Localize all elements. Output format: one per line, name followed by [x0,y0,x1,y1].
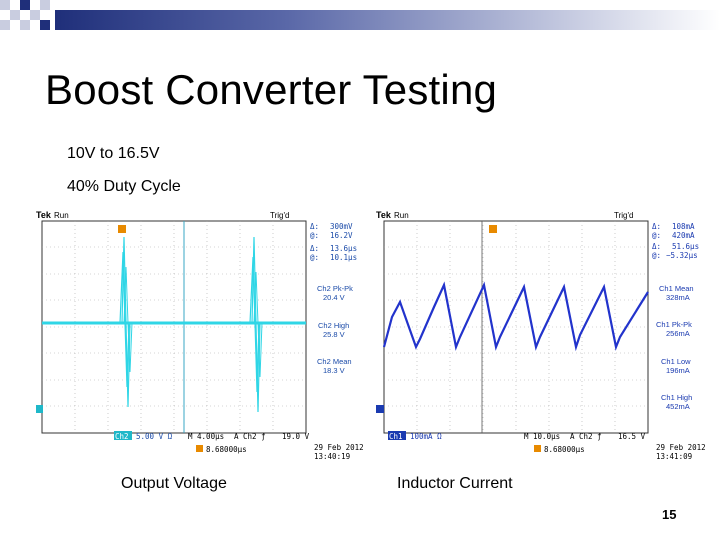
channel-scale: 5.00 V Ω [136,432,173,441]
capture-time: 13:41:09 [656,452,692,461]
scope-brand: Tek [36,210,52,220]
subtitle-voltage-range: 10V to 16.5V [67,145,160,162]
time-scale: M 4.00μs [188,432,224,441]
channel-label: Ch2 [115,432,129,441]
svg-text:Δ:: Δ: [310,244,319,253]
trigger-source: A Ch2 ƒ [234,432,266,441]
svg-text:@:: @: [652,231,661,240]
header-squares [0,0,720,30]
capture-date: 29 Feb 2012 [656,443,706,452]
slide-title: Boost Converter Testing [45,66,498,113]
header-decoration [0,0,720,48]
meas4-value: 452mA [666,402,690,411]
svg-text:Δ:: Δ: [652,242,661,251]
meas3-label: Ch1 Low [661,357,691,366]
scope-mode: Run [394,211,409,220]
trigger-pos-marker [118,225,126,233]
cursor-delta-t: 51.6μs [672,242,699,251]
page-number: 15 [662,507,677,522]
svg-text:Δ:: Δ: [652,222,661,231]
left-scope-display: Tek Run Trig'd Δ [36,210,364,461]
meas1-value: 328mA [666,293,690,302]
horizontal-position: 8.68000μs [544,445,585,454]
channel-ref-marker [376,405,384,413]
channel-scale: 100mA Ω [410,432,442,441]
trigger-source: A Ch2 ƒ [570,432,602,441]
meas3-value: 18.3 V [323,366,345,375]
cursor-delta-v: 108mA [672,222,695,231]
svg-text:@:: @: [652,251,661,260]
trigger-level: 16.5 V [618,432,646,441]
cursor-at-v: 16.2V [330,231,353,240]
meas1-label: Ch2 Pk-Pk [317,284,353,293]
time-scale: M 10.0μs [524,432,560,441]
horizontal-position: 8.68000μs [206,445,247,454]
svg-text:Δ:: Δ: [310,222,319,231]
channel-ref-marker [36,405,43,413]
channel-label: Ch1 [389,432,403,441]
cursor-delta-t: 13.6μs [330,244,357,253]
meas2-value: 256mA [666,329,690,338]
cursor-delta-v: 300mV [330,222,353,231]
cursor-at-t: −5.32μs [666,251,698,260]
meas2-value: 25.8 V [323,330,345,339]
svg-text:@:: @: [310,253,319,262]
meas2-label: Ch2 High [318,321,349,330]
svg-text:@:: @: [310,231,319,240]
right-scope-display: Tek Run Trig'd Δ: 108mA @: 420mA Δ: 51.6μs … [376,210,706,461]
cursor-at-v: 420mA [672,231,695,240]
caption-inductor-current: Inductor Current [397,475,513,492]
trigger-pos-marker [489,225,497,233]
meas1-value: 20.4 V [323,293,345,302]
subtitle-duty-cycle: 40% Duty Cycle [67,178,181,195]
meas3-value: 196mA [666,366,690,375]
meas3-label: Ch2 Mean [317,357,352,366]
left-scope-screenshot: Tek Run Trig'd Δ [34,207,364,465]
trigger-level: 19.0 V [282,432,310,441]
right-scope-screenshot: Tek Run Trig'd Δ: 108mA @: 420mA Δ: 51.6μs … [374,207,714,465]
capture-time: 13:40:19 [314,452,350,461]
meas4-label: Ch1 High [661,393,692,402]
cursor-at-t: 10.1μs [330,253,357,262]
scope-trig-status: Trig'd [270,211,289,220]
scope-brand: Tek [376,210,392,220]
caption-output-voltage: Output Voltage [121,475,227,492]
capture-date: 29 Feb 2012 [314,443,364,452]
scope-trig-status: Trig'd [614,211,633,220]
meas1-label: Ch1 Mean [659,284,694,293]
scope-mode: Run [54,211,69,220]
meas2-label: Ch1 Pk-Pk [656,320,692,329]
